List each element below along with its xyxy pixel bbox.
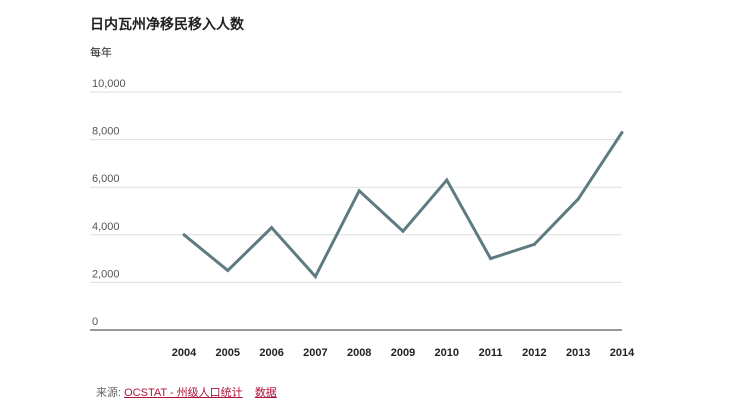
- chart-title: 日内瓦州净移民移入人数: [90, 16, 244, 32]
- y-tick-label: 0: [92, 316, 98, 328]
- x-tick-label: 2014: [610, 347, 635, 359]
- y-tick-label: 6,000: [92, 173, 120, 185]
- grid-lines: [90, 91, 622, 283]
- x-tick-label: 2012: [522, 347, 546, 359]
- x-axis-ticks: 2004 2005 2006 2007 2008 2009 2010 2011 2012 2013…: [172, 347, 635, 359]
- series-points: [182, 130, 624, 278]
- x-tick-label: 2006: [259, 347, 283, 359]
- line-chart: 0 2,000 4,000 6,000 8,000 10,000 2004 2005 2006…: [90, 78, 635, 359]
- y-tick-label: 4,000: [92, 221, 120, 233]
- source-prefix: 来源:: [96, 387, 122, 399]
- source-note: 来源: OCSTAT - 州级人口统计 数据: [96, 384, 277, 400]
- data-point: [445, 178, 449, 182]
- series-line: [183, 131, 624, 280]
- y-axis-ticks: 0 2,000 4,000 6,000 8,000 10,000: [92, 78, 126, 328]
- y-tick-label: 10,000: [92, 78, 126, 90]
- y-tick-label: 2,000: [92, 268, 120, 280]
- data-point: [532, 242, 536, 246]
- data-point: [270, 226, 274, 230]
- x-tick-label: 2004: [172, 347, 197, 359]
- data-point: [182, 233, 186, 237]
- x-tick-label: 2009: [391, 347, 415, 359]
- data-point: [489, 257, 493, 261]
- source-link[interactable]: OCSTAT - 州级人口统计: [124, 387, 243, 399]
- data-point: [313, 274, 317, 278]
- x-tick-label: 2005: [216, 347, 240, 359]
- chart-subtitle: 每年: [90, 47, 112, 59]
- x-tick-label: 2010: [435, 347, 459, 359]
- data-link[interactable]: 数据: [254, 387, 277, 399]
- x-tick-label: 2007: [303, 347, 327, 359]
- data-point: [620, 130, 624, 134]
- data-point: [226, 269, 230, 272]
- x-tick-label: 2013: [566, 347, 590, 359]
- y-tick-label: 8,000: [92, 126, 120, 138]
- x-tick-label: 2011: [479, 347, 503, 359]
- data-point: [401, 229, 405, 233]
- data-point: [576, 197, 580, 201]
- x-tick-label: 2008: [347, 347, 371, 359]
- data-point: [357, 189, 361, 193]
